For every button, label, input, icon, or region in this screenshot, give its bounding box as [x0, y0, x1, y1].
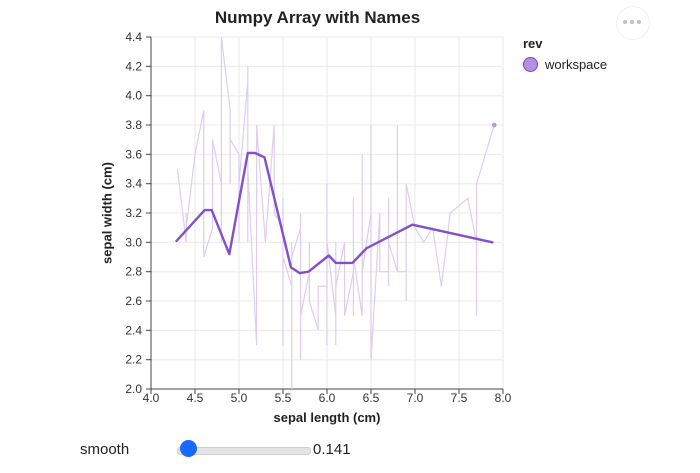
- svg-text:3.0: 3.0: [125, 235, 142, 249]
- svg-text:5.0: 5.0: [231, 391, 248, 405]
- svg-text:8.0: 8.0: [495, 391, 512, 405]
- svg-text:3.6: 3.6: [125, 147, 142, 161]
- svg-text:4.4: 4.4: [125, 30, 142, 44]
- svg-text:4.2: 4.2: [125, 59, 142, 73]
- svg-text:2.4: 2.4: [125, 323, 142, 337]
- svg-text:2.2: 2.2: [125, 353, 142, 367]
- svg-text:2.0: 2.0: [125, 382, 142, 396]
- svg-text:5.5: 5.5: [275, 391, 292, 405]
- svg-text:2.8: 2.8: [125, 265, 142, 279]
- svg-text:4.5: 4.5: [187, 391, 204, 405]
- svg-text:3.4: 3.4: [125, 177, 142, 191]
- svg-text:7.5: 7.5: [451, 391, 468, 405]
- svg-text:4.0: 4.0: [143, 391, 160, 405]
- svg-text:7.0: 7.0: [407, 391, 424, 405]
- svg-text:4.0: 4.0: [125, 89, 142, 103]
- svg-text:3.2: 3.2: [125, 206, 142, 220]
- svg-text:2.6: 2.6: [125, 294, 142, 308]
- svg-text:6.5: 6.5: [363, 391, 380, 405]
- svg-text:6.0: 6.0: [319, 391, 336, 405]
- svg-text:3.8: 3.8: [125, 118, 142, 132]
